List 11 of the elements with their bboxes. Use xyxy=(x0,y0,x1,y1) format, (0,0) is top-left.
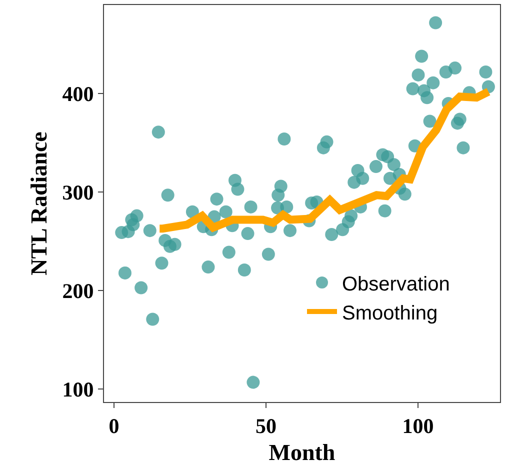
x-tick-label: 100 xyxy=(402,414,434,438)
y-tick-label: 300 xyxy=(62,180,94,205)
legend-label: Smoothing xyxy=(342,302,438,324)
y-tick-label: 200 xyxy=(62,279,94,304)
y-tick-label: 100 xyxy=(62,378,94,402)
legend-label: Observation xyxy=(342,273,450,296)
y-tick-label: 400 xyxy=(62,82,94,106)
x-tick-label: 0 xyxy=(108,414,120,438)
x-axis-title: Month xyxy=(268,440,336,465)
x-tick-label: 50 xyxy=(255,414,276,438)
y-axis-title: NTL Radiance xyxy=(26,132,52,276)
